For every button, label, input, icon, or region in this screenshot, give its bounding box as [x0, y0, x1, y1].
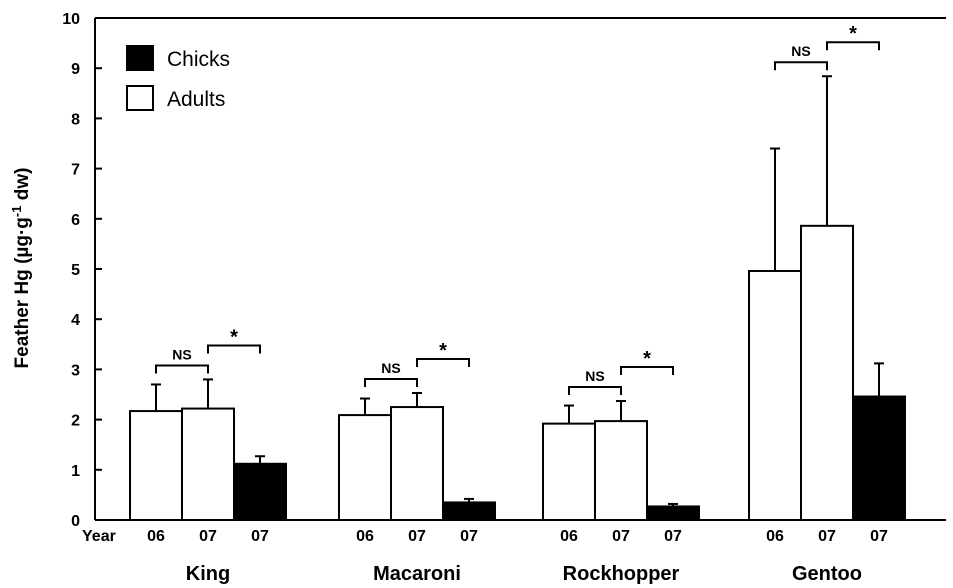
significance-bracket — [774, 61, 828, 71]
year-tick-label: 07 — [251, 528, 269, 545]
year-tick-label: 07 — [818, 528, 836, 545]
legend-swatch — [126, 85, 154, 111]
year-tick-label: 07 — [612, 528, 630, 545]
significance-star: * — [439, 340, 447, 362]
legend: Chicks Adults — [126, 45, 230, 111]
bar — [442, 501, 496, 521]
error-bars — [151, 75, 884, 507]
significance-ns: NS — [381, 360, 400, 376]
y-axis-label-main: Feather Hg (µg·g — [12, 217, 33, 368]
year-tick-label: 07 — [199, 528, 217, 545]
year-tick-label: 07 — [664, 528, 682, 545]
significance-bracket — [207, 344, 261, 354]
species-label: Rockhopper — [563, 563, 680, 585]
significance-star: * — [230, 326, 238, 348]
year-tick-label: 06 — [147, 528, 165, 545]
y-tick-label: 8 — [71, 111, 80, 128]
year-tick-label: 06 — [560, 528, 578, 545]
year-tick-label: 07 — [460, 528, 478, 545]
bar — [129, 410, 183, 522]
bar — [646, 505, 700, 522]
significance-ns: NS — [585, 368, 604, 384]
significance-bracket — [416, 357, 470, 367]
y-tick-label: 10 — [62, 11, 80, 28]
y-axis-ticks: 0 1 2 3 4 5 6 7 8 9 10 — [62, 11, 102, 530]
x-axis-labels: 06 07 07 King 06 07 07 Macaroni 06 07 07 Rockhopper… — [147, 528, 888, 585]
y-tick-label: 9 — [71, 61, 80, 78]
bar — [852, 395, 906, 521]
year-axis-label: Year — [82, 528, 116, 545]
bar — [390, 406, 444, 521]
legend-swatch — [126, 45, 154, 71]
significance-ns: NS — [791, 43, 810, 59]
y-tick-label: 0 — [71, 513, 80, 530]
bar — [748, 270, 802, 521]
year-tick-label: 07 — [408, 528, 426, 545]
y-tick-label: 3 — [71, 362, 80, 379]
species-label: Gentoo — [792, 563, 862, 585]
significance-star: * — [849, 23, 857, 45]
y-tick-label: 5 — [71, 262, 80, 279]
y-tick-label: 1 — [71, 463, 80, 480]
bar — [800, 224, 854, 521]
significance-bracket — [826, 41, 880, 51]
y-tick-label: 4 — [71, 312, 80, 329]
bar — [542, 422, 596, 521]
significance-bracket — [364, 377, 418, 387]
year-tick-label: 06 — [766, 528, 784, 545]
y-axis-label-tail: dw) — [12, 168, 33, 206]
significance-bracket — [568, 386, 622, 396]
significance-star: * — [643, 348, 651, 370]
species-label: King — [186, 563, 230, 585]
bar — [594, 420, 648, 521]
bars — [129, 224, 906, 522]
legend-label: Adults — [167, 88, 225, 111]
legend-label: Chicks — [167, 48, 230, 71]
year-tick-label: 07 — [870, 528, 888, 545]
bar — [338, 414, 392, 521]
y-axis-label: Feather Hg (µg·g-1 dw) — [9, 168, 33, 369]
year-tick-label: 06 — [356, 528, 374, 545]
y-axis-label-superscript: -1 — [9, 206, 24, 218]
significance-bracket — [620, 366, 674, 376]
y-tick-label: 6 — [71, 212, 80, 229]
significance-bracket — [155, 364, 209, 374]
y-tick-label: 7 — [71, 162, 80, 179]
significance-ns: NS — [172, 346, 191, 362]
species-label: Macaroni — [373, 563, 461, 585]
bar — [181, 407, 235, 521]
bar — [233, 462, 287, 521]
y-tick-label: 2 — [71, 413, 80, 430]
significance-brackets: NS * NS * NS * NS * — [155, 23, 880, 396]
